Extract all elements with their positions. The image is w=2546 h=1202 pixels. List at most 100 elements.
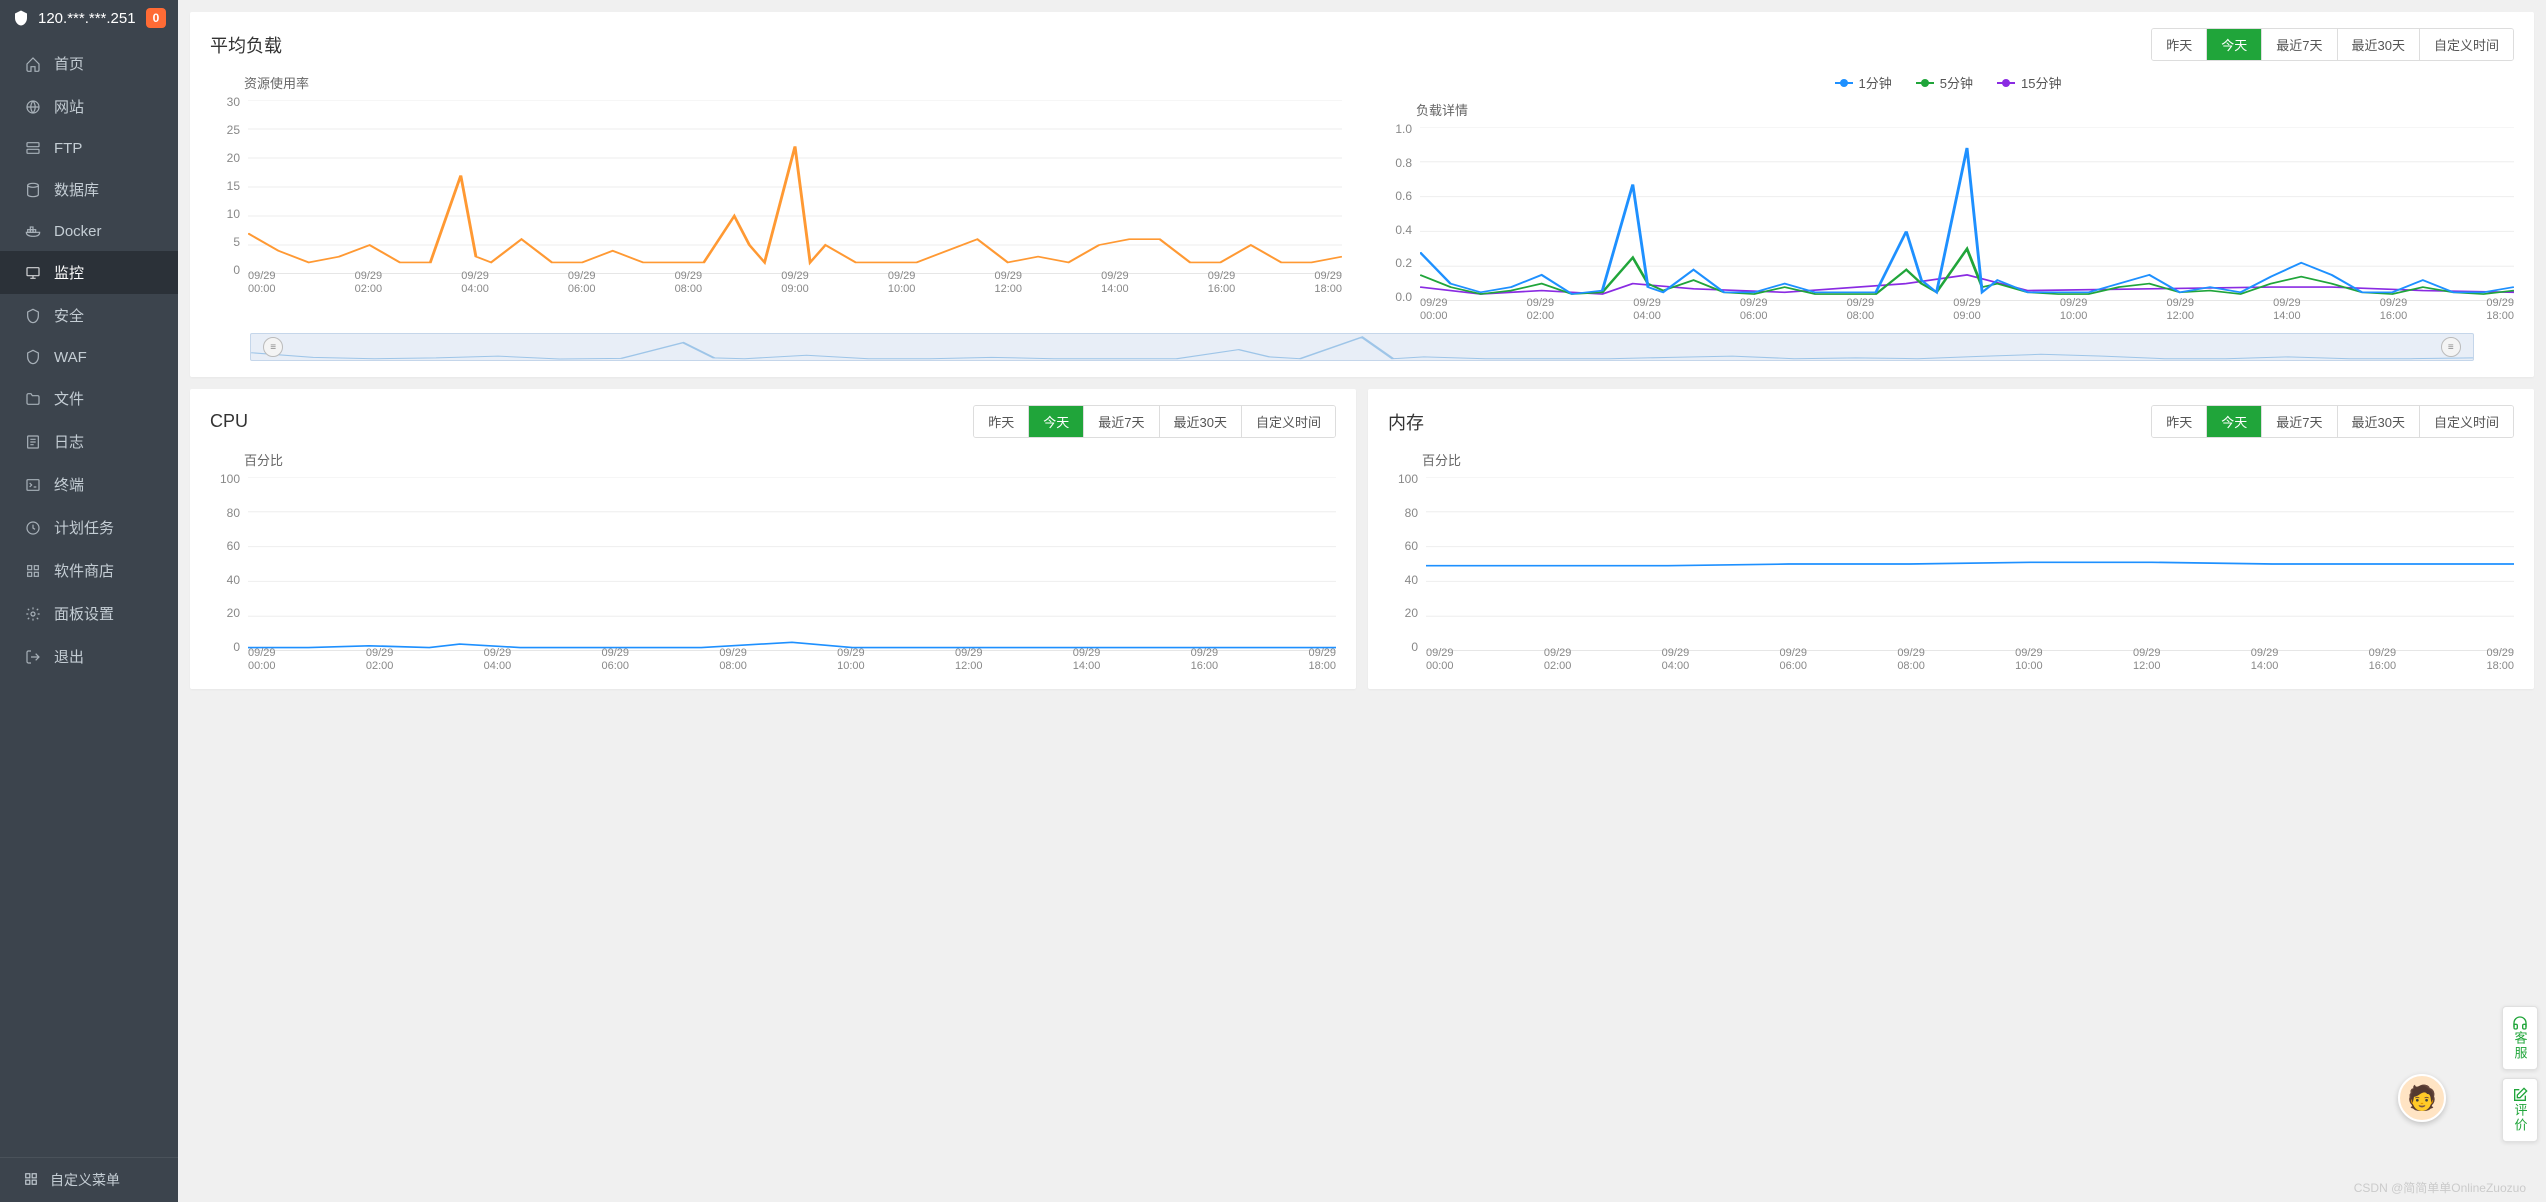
sidebar-item-globe[interactable]: 网站 [0, 85, 178, 128]
x-tick: 09/2909:00 [1953, 297, 1981, 323]
sidebar-item-monitor[interactable]: 监控 [0, 251, 178, 294]
sidebar-item-log[interactable]: 日志 [0, 420, 178, 463]
legend-item[interactable]: 1分钟 [1835, 73, 1892, 92]
shield-logo-icon [12, 9, 30, 27]
legend-label: 15分钟 [2021, 73, 2061, 92]
assistant-avatar[interactable]: 🧑 [2398, 1074, 2446, 1122]
sidebar-item-server[interactable]: FTP [0, 128, 178, 168]
y-tick: 0 [210, 641, 244, 653]
time-range-btn[interactable]: 今天 [2206, 29, 2261, 60]
legend-marker-icon [1916, 82, 1934, 84]
waf-icon [24, 348, 42, 366]
feedback-button[interactable]: 评价 [2502, 1078, 2538, 1142]
globe-icon [24, 98, 42, 116]
load-detail-chart: 1.00.80.60.40.20.0 09/2900:0009/2902:000… [1382, 123, 2514, 323]
x-tick: 09/2908:00 [1847, 297, 1875, 323]
x-tick: 09/2910:00 [837, 647, 865, 673]
sidebar-item-home[interactable]: 首页 [0, 42, 178, 85]
load-detail-legend: 1分钟 5分钟 15分钟 [1382, 73, 2514, 92]
sidebar-item-label: 计划任务 [54, 517, 114, 538]
time-range-btn[interactable]: 最近7天 [1083, 406, 1158, 437]
sidebar-item-exit[interactable]: 退出 [0, 635, 178, 678]
sidebar-nav: 首页网站 FTP 数据库 Docker 监控安全 WAF 文件日志终端计划任务软件商店面板设… [0, 36, 178, 1157]
resource-usage-panel: 资源使用率 302520151050 09/2900:0009/2902:000… [210, 73, 1342, 323]
y-tick: 0.0 [1382, 291, 1416, 303]
sidebar-item-label: Docker [54, 223, 102, 240]
y-tick: 40 [1388, 574, 1422, 586]
sidebar-item-terminal[interactable]: 终端 [0, 463, 178, 506]
time-range-btn[interactable]: 自定义时间 [2419, 29, 2513, 60]
y-tick: 1.0 [1382, 123, 1416, 135]
sidebar-item-label: 退出 [54, 646, 84, 667]
server-icon [24, 139, 42, 157]
x-tick: 09/2916:00 [1191, 647, 1219, 673]
time-range-btn[interactable]: 昨天 [974, 406, 1028, 437]
store-icon [24, 562, 42, 580]
sidebar-item-docker[interactable]: Docker [0, 211, 178, 251]
time-range-btn[interactable]: 自定义时间 [1241, 406, 1335, 437]
load-card-title: 平均负载 [210, 32, 282, 58]
time-range-btn[interactable]: 昨天 [2152, 406, 2206, 437]
y-tick: 20 [210, 607, 244, 619]
time-range-slider[interactable]: ≡ ≡ [250, 333, 2474, 361]
y-tick: 60 [1388, 540, 1422, 552]
task-icon [24, 519, 42, 537]
x-tick: 09/2902:00 [1527, 297, 1555, 323]
y-tick: 15 [210, 180, 244, 192]
sidebar-item-folder[interactable]: 文件 [0, 377, 178, 420]
sidebar-item-task[interactable]: 计划任务 [0, 506, 178, 549]
sidebar-item-label: WAF [54, 349, 87, 366]
slider-handle-end[interactable]: ≡ [2441, 337, 2461, 357]
time-range-btn[interactable]: 昨天 [2152, 29, 2206, 60]
sidebar-item-label: 数据库 [54, 179, 99, 200]
y-tick: 80 [1388, 507, 1422, 519]
x-tick: 09/2912:00 [955, 647, 983, 673]
time-range-btn[interactable]: 自定义时间 [2419, 406, 2513, 437]
y-tick: 100 [210, 473, 244, 485]
sidebar-header: 120.***.***.251 0 [0, 0, 178, 36]
time-range-btn[interactable]: 今天 [1028, 406, 1083, 437]
x-tick: 09/2916:00 [2369, 647, 2397, 673]
x-tick: 09/2904:00 [1662, 647, 1690, 673]
time-range-btn[interactable]: 最近30天 [1159, 406, 1241, 437]
time-range-btn[interactable]: 最近30天 [2337, 406, 2419, 437]
sidebar-item-store[interactable]: 软件商店 [0, 549, 178, 592]
notification-badge[interactable]: 0 [146, 8, 166, 28]
y-tick: 25 [210, 124, 244, 136]
x-tick: 09/2902:00 [355, 270, 383, 296]
sidebar: 120.***.***.251 0 首页网站 FTP 数据库 Docker 监控安全 WA… [0, 0, 178, 1202]
x-tick: 09/2900:00 [248, 647, 276, 673]
legend-item[interactable]: 15分钟 [1997, 73, 2061, 92]
x-tick: 09/2900:00 [248, 270, 276, 296]
legend-item[interactable]: 5分钟 [1916, 73, 1973, 92]
sidebar-item-label: 文件 [54, 388, 84, 409]
sidebar-custom-menu[interactable]: 自定义菜单 [0, 1157, 178, 1202]
time-range-btn[interactable]: 最近7天 [2261, 406, 2336, 437]
memory-time-range-group: 昨天今天最近7天最近30天自定义时间 [2151, 405, 2514, 438]
y-tick: 0 [1388, 641, 1422, 653]
x-tick: 09/2916:00 [1208, 270, 1236, 296]
sidebar-item-label: 日志 [54, 431, 84, 452]
memory-chart: 100806040200 09/2900:0009/2902:0009/2904… [1388, 473, 2514, 673]
x-tick: 09/2906:00 [1740, 297, 1768, 323]
sidebar-item-shield[interactable]: 安全 [0, 294, 178, 337]
exit-icon [24, 648, 42, 666]
x-tick: 09/2909:00 [781, 270, 809, 296]
x-tick: 09/2912:00 [2133, 647, 2161, 673]
x-tick: 09/2902:00 [366, 647, 394, 673]
time-range-btn[interactable]: 今天 [2206, 406, 2261, 437]
x-tick: 09/2904:00 [461, 270, 489, 296]
slider-handle-start[interactable]: ≡ [263, 337, 283, 357]
x-tick: 09/2910:00 [888, 270, 916, 296]
time-range-btn[interactable]: 最近7天 [2261, 29, 2336, 60]
sidebar-item-database[interactable]: 数据库 [0, 168, 178, 211]
customer-service-button[interactable]: 客服 [2502, 1006, 2538, 1070]
cpu-card-title: CPU [210, 411, 248, 432]
time-range-btn[interactable]: 最近30天 [2337, 29, 2419, 60]
terminal-icon [24, 476, 42, 494]
sidebar-item-waf[interactable]: WAF [0, 337, 178, 377]
settings-icon [24, 605, 42, 623]
y-tick: 10 [210, 208, 244, 220]
sidebar-item-settings[interactable]: 面板设置 [0, 592, 178, 635]
sidebar-item-label: FTP [54, 140, 82, 157]
